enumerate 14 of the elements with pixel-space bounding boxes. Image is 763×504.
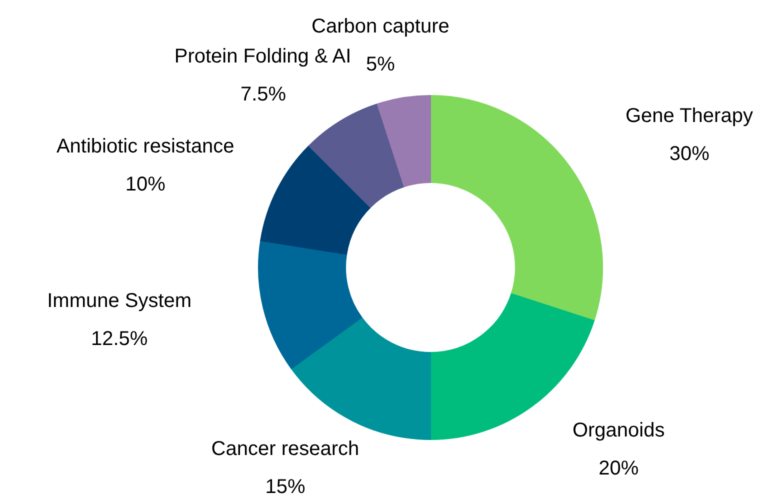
data-label: 7.5% (240, 84, 286, 106)
slice-label: Organoids (572, 420, 665, 442)
data-label: 12.5% (90, 328, 148, 350)
slice-label: Antibiotic resistance (56, 135, 234, 158)
slice-label: Carbon capture (312, 15, 450, 38)
data-label: 10% (125, 173, 166, 196)
data-label: 5% (366, 53, 396, 76)
data-label: 20% (598, 458, 639, 480)
slice-label: Cancer research (211, 438, 360, 460)
slice-label: Immune System (47, 290, 192, 312)
data-label: 30% (669, 143, 710, 166)
slice-label: Protein Folding & AI (174, 46, 352, 68)
data-label: 15% (265, 476, 306, 498)
slice-label: Gene Therapy (625, 105, 753, 128)
